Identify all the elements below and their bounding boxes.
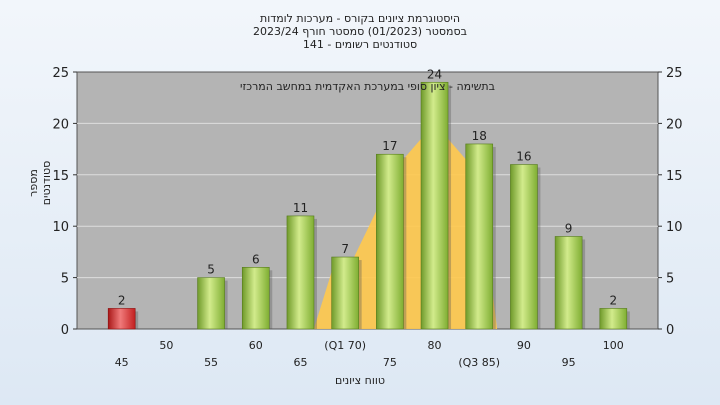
x-tick-label: 100	[603, 339, 624, 352]
bar-value-label: 11	[293, 201, 308, 215]
x-tick-label: 90	[517, 339, 531, 352]
bar	[286, 215, 315, 330]
x-tick-label: 65	[293, 356, 307, 369]
bar-value-label: 2	[118, 293, 126, 307]
y-tick-label-right: 0	[666, 323, 674, 338]
x-tick-label: 80	[428, 339, 442, 352]
chart-title-line-1: היסטוגרמת ציונים בקורס - מערכות לומדות	[259, 12, 461, 25]
distribution-area	[313, 133, 498, 329]
bar-value-label: 24	[427, 67, 442, 81]
bar	[510, 164, 538, 330]
bar	[420, 81, 449, 330]
y-tick-label-right: 25	[666, 66, 683, 81]
y-tick-label-left: 10	[52, 220, 69, 235]
bar	[241, 267, 270, 330]
bar	[599, 308, 628, 330]
bar	[107, 308, 136, 330]
x-tick-label: 50	[159, 339, 173, 352]
y-tick-label-right: 15	[666, 169, 683, 184]
y-tick-label-right: 5	[666, 272, 674, 287]
bar-value-label: 2	[609, 293, 617, 307]
x-tick-label: 75	[383, 356, 397, 369]
bar-value-label: 9	[565, 221, 573, 235]
chart-annotation: בתשימה - ציון סופי במערכת האקדמית במחשב …	[240, 80, 495, 93]
bar	[465, 143, 494, 330]
bar	[376, 153, 404, 330]
y-tick-label-left: 0	[61, 323, 69, 338]
y-axis-label: מספר סטודנטים	[27, 160, 53, 206]
chart-title-line-2: בסמסטר (01/2023) סמסטר חורף 2023/24	[253, 25, 467, 38]
bar-value-label: 17	[382, 139, 397, 153]
bar-value-label: 18	[472, 129, 487, 143]
chart-title-line-3: 141 - סטודנטים רשומים	[302, 38, 418, 51]
y-tick-label-left: 15	[52, 169, 69, 184]
y-tick-label-right: 20	[666, 117, 683, 132]
x-tick-label: 95	[562, 356, 576, 369]
y-tick-label-left: 5	[61, 272, 69, 287]
x-tick-label: 55	[204, 356, 218, 369]
x-tick-label: (Q3 85)	[458, 356, 500, 369]
bar	[331, 256, 359, 330]
y-tick-label-left: 25	[52, 66, 69, 81]
y-tick-label-left: 20	[52, 117, 69, 132]
x-tick-label: 60	[249, 339, 263, 352]
x-axis-label: טווח ציונים	[335, 374, 385, 387]
bar-value-label: 7	[341, 242, 349, 256]
bar-value-label: 16	[516, 150, 531, 164]
bar	[554, 236, 583, 330]
x-tick-label: 45	[115, 356, 129, 369]
bar	[197, 277, 225, 330]
x-tick-label: (Q1 70)	[324, 339, 366, 352]
bar-value-label: 6	[252, 252, 260, 266]
y-tick-label-right: 10	[666, 220, 683, 235]
bar-value-label: 5	[207, 263, 215, 277]
